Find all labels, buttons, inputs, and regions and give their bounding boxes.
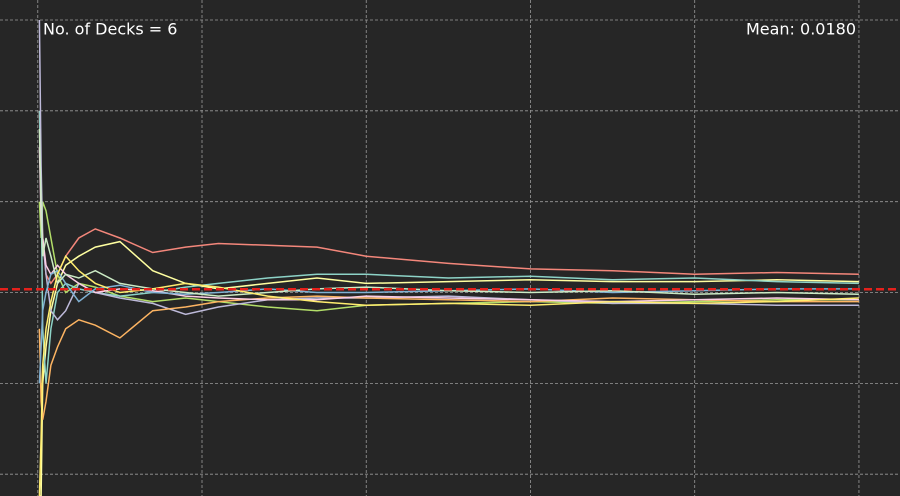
series-line (38, 110, 859, 285)
series-line (38, 201, 859, 312)
mean-annotation: Mean: 0.0180 (746, 20, 856, 39)
series-line (38, 295, 859, 420)
lines (0, 19, 900, 496)
series-line (38, 128, 859, 297)
decks-annotation: No. of Decks = 6 (43, 20, 177, 39)
series-line (38, 254, 859, 496)
series-line (39, 240, 859, 496)
series-line (38, 110, 859, 384)
series-line (38, 269, 859, 384)
